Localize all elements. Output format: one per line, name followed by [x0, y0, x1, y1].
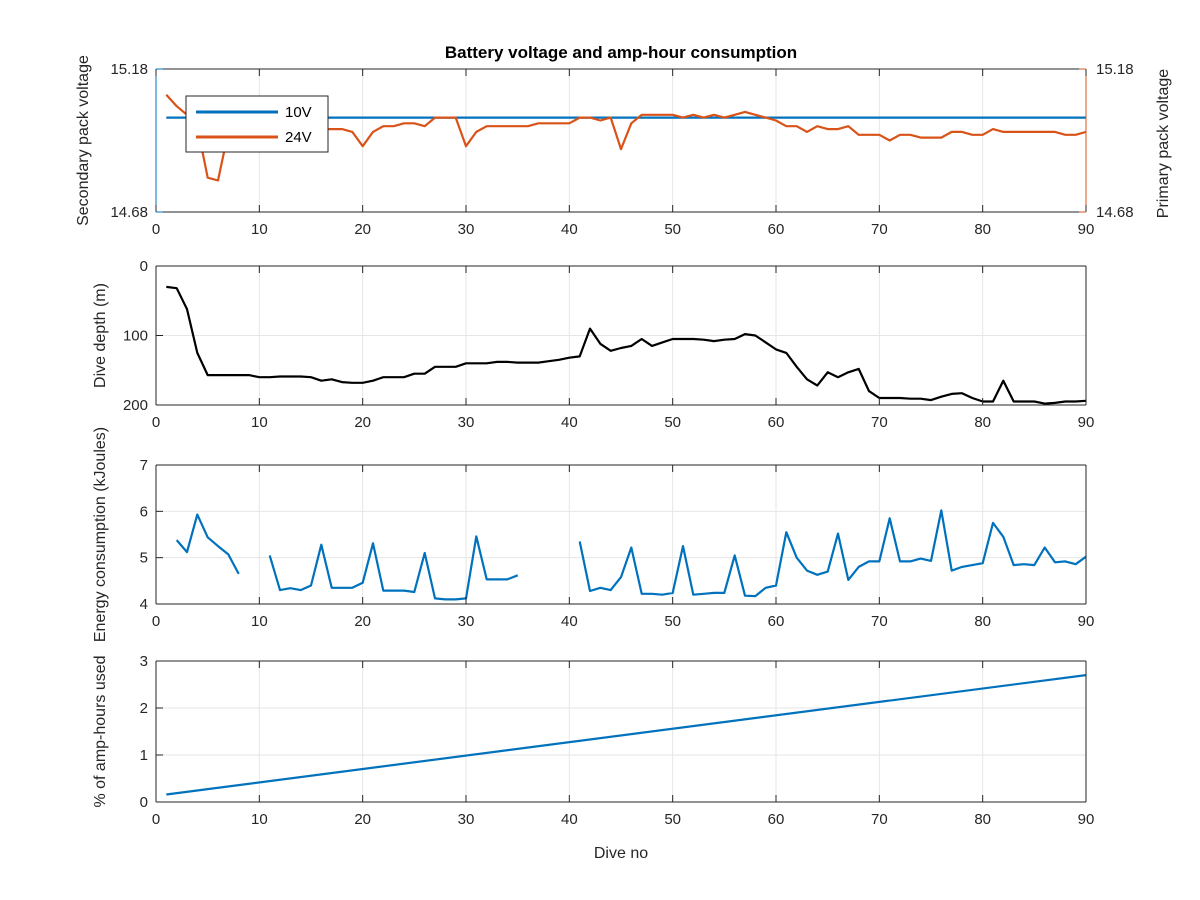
x-tick-label: 30 [458, 414, 475, 431]
subplot-2: 0 10 20 30 40 50 60 70 80 90 0 100 200 Dive depth (m) [92, 258, 1094, 431]
subplots: 0 10 20 30 40 50 60 70 80 9014.6815.1814.6815.18S… [75, 55, 1172, 828]
x-tick-label: 30 [458, 613, 475, 630]
x-tick-label: 0 [152, 221, 160, 238]
x-tick-label: 0 [152, 613, 160, 630]
x-tick-label: 10 [251, 221, 268, 238]
legend-label: 24V [285, 129, 312, 146]
y-tick-label: 2 [140, 700, 148, 717]
y-tick-label: 200 [123, 397, 148, 414]
y-axis-label: Dive depth (m) [92, 283, 109, 388]
x-tick-label: 90 [1078, 613, 1095, 630]
plot-area [156, 661, 1086, 802]
legend-label: 10V [285, 104, 312, 121]
x-tick-label: 80 [974, 613, 991, 630]
subplot-3: 0 10 20 30 40 50 60 70 80 90 4 5 6 7 Energy consumptio… [92, 427, 1094, 642]
x-tick-label: 30 [458, 221, 475, 238]
y-tick-label-right: 15.18 [1096, 61, 1134, 78]
y-tick-label: 0 [140, 258, 148, 275]
x-tick-label: 80 [974, 221, 991, 238]
x-tick-label: 40 [561, 613, 578, 630]
y-axis-label-right: Primary pack voltage [1155, 69, 1172, 218]
x-tick-label: 90 [1078, 221, 1095, 238]
x-tick-label: 10 [251, 613, 268, 630]
x-tick-label: 60 [768, 414, 785, 431]
x-tick-label: 80 [974, 414, 991, 431]
y-tick-label-right: 14.68 [1096, 204, 1134, 221]
x-tick-label: 20 [354, 613, 371, 630]
y-tick-label: 7 [140, 457, 148, 474]
subplot-4: 0 10 20 30 40 50 60 70 80 90 0 1 2 3 % of amp-hours us… [92, 653, 1094, 828]
x-tick-label: 50 [664, 221, 681, 238]
series-line-1 [166, 285, 1086, 405]
x-tick-label: 80 [974, 811, 991, 828]
y-tick-label: 6 [140, 503, 148, 520]
y-tick-label: 1 [140, 747, 148, 764]
x-axis-label: Dive no [594, 845, 648, 862]
series-line-1 [175, 509, 1086, 601]
y-axis-label: Secondary pack voltage [75, 55, 92, 226]
x-tick-label: 50 [664, 613, 681, 630]
y-tick-label: 3 [140, 653, 148, 670]
x-tick-label: 20 [354, 221, 371, 238]
x-tick-label: 40 [561, 221, 578, 238]
x-tick-label: 60 [768, 811, 785, 828]
x-tick-label: 40 [561, 811, 578, 828]
legend-box [185, 95, 329, 153]
x-tick-label: 0 [152, 414, 160, 431]
x-tick-label: 0 [152, 811, 160, 828]
y-tick-label: 15.18 [110, 61, 148, 78]
x-tick-label: 50 [664, 414, 681, 431]
series-line-1 [166, 674, 1086, 796]
x-tick-label: 50 [664, 811, 681, 828]
y-tick-label: 5 [140, 550, 148, 567]
y-tick-label: 4 [140, 596, 148, 613]
x-tick-label: 20 [354, 414, 371, 431]
x-tick-label: 40 [561, 414, 578, 431]
x-tick-label: 70 [871, 613, 888, 630]
x-tick-label: 70 [871, 811, 888, 828]
figure-title: Battery voltage and amp-hour consumption [445, 43, 797, 62]
y-axis-label: % of amp-hours used [92, 655, 109, 807]
x-tick-label: 70 [871, 414, 888, 431]
x-tick-label: 10 [251, 414, 268, 431]
subplot-1: 0 10 20 30 40 50 60 70 80 9014.6815.1814.6815.18S… [75, 55, 1172, 238]
y-tick-label: 14.68 [110, 204, 148, 221]
x-tick-label: 90 [1078, 414, 1095, 431]
x-tick-label: 70 [871, 221, 888, 238]
x-tick-label: 30 [458, 811, 475, 828]
x-tick-label: 60 [768, 613, 785, 630]
x-tick-label: 60 [768, 221, 785, 238]
y-tick-label: 100 [123, 328, 148, 345]
x-tick-label: 90 [1078, 811, 1095, 828]
x-tick-label: 20 [354, 811, 371, 828]
plot-area [156, 465, 1086, 604]
y-tick-label: 0 [140, 794, 148, 811]
y-axis-label: Energy consumption (kJoules) [92, 427, 109, 642]
x-tick-label: 10 [251, 811, 268, 828]
